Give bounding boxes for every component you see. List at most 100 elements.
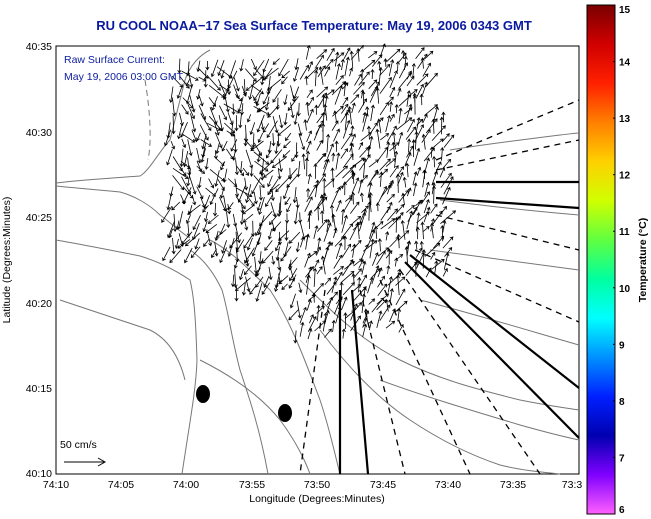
current-vector-arrow [192,222,200,241]
current-vector-arrow [398,52,407,63]
current-vector-arrow [296,300,302,319]
x-axis: 74:10 74:05 74:00 73:55 73:50 73:45 73:4… [43,479,583,491]
current-vector-arrow [255,276,264,288]
current-vector-arrow [313,282,324,295]
current-vector-arrow [316,86,329,98]
current-vector-arrow [232,150,237,161]
current-vector-arrow [280,246,292,262]
current-vector-arrow [415,226,420,240]
current-vector-arrow [265,194,273,208]
current-vector-arrow [324,66,331,77]
current-vector-arrow [270,187,275,202]
current-vector-arrow [198,76,207,82]
current-vector-arrow [350,303,358,321]
current-vector-arrow [316,304,321,322]
y-tick-label: 40:20 [26,298,52,310]
current-vector-arrow [349,67,354,77]
current-vector-arrow [274,238,282,252]
current-vector-arrow [293,205,299,225]
current-vector-arrow [210,59,219,78]
current-vector-arrow [204,157,209,170]
current-vector-arrow [320,210,325,224]
current-vector-arrow [181,231,193,245]
current-vector-arrow [340,132,353,150]
x-tick-label: 73:55 [239,479,265,491]
current-vector-arrow [179,112,184,127]
current-vector-arrow [404,152,412,166]
current-vector-arrow [380,133,390,141]
x-tick-label: 74:10 [43,479,69,491]
current-vector-arrow [245,257,250,267]
current-vector-arrow [416,73,429,86]
current-vector-arrow [423,198,430,214]
current-vector-arrow [274,140,279,155]
current-vector-arrow [250,140,264,152]
current-vector-arrow [179,148,184,168]
current-vector-arrow [375,128,381,149]
current-vector-arrow [272,89,282,103]
current-vector-arrow [430,251,436,260]
current-vector-arrow [354,73,362,86]
coastline-nj [55,239,198,475]
current-vector-arrow [431,138,444,150]
x-axis-label: Longitude (Degrees:Minutes) [249,493,384,505]
current-vector-arrow [386,183,392,195]
current-vector-arrow [417,53,428,69]
current-vector-arrow [368,298,376,305]
current-vector-arrow [192,215,201,231]
current-vector-arrow [442,158,452,169]
current-vector-arrow [321,94,326,107]
current-vector-arrow [196,60,201,73]
colorbar-tick-label: 15 [619,5,631,16]
scale-arrow [64,457,107,467]
current-vector-arrow [258,185,263,201]
current-vector-arrow [443,134,455,148]
current-vector-arrow [423,147,435,162]
current-vector-arrow [169,249,182,264]
current-vector-arrow [307,327,313,340]
current-vector-arrow [253,151,270,165]
current-vector-arrow [166,192,172,211]
current-vector-arrow [350,94,360,104]
current-vector-arrow [315,179,320,198]
current-vector-arrow [389,288,394,302]
current-vector-arrow [331,276,338,293]
current-vector-arrow [224,122,236,134]
current-vector-arrow [203,70,208,88]
current-vector-arrow [291,151,299,162]
current-vector-arrow [322,312,328,332]
current-vector-arrow [360,68,365,81]
current-vector-arrow [233,268,238,289]
current-vector-arrow [274,268,282,289]
current-vector-arrow [200,139,213,147]
current-vector-arrow [342,259,354,276]
contour-11 [59,299,186,381]
current-vector-arrow [251,178,261,195]
current-vector-arrow [202,220,208,233]
current-vector-arrow [308,251,318,259]
current-vector-arrow [333,254,343,269]
current-vector-arrow [330,167,335,188]
current-vector-arrow [334,51,340,67]
current-vector-arrow [322,177,327,196]
current-vector-arrow [395,276,406,286]
current-vector-arrow [230,139,238,152]
current-vector-arrow [313,163,318,179]
current-vector-arrow [350,125,355,135]
beam-solid-6 [350,289,370,475]
current-vector-arrow [215,229,227,238]
beam-solid-3 [409,254,580,389]
current-vector-arrow [164,129,172,147]
current-vector-arrow [281,70,290,79]
current-vector-arrow [440,224,445,242]
current-vector-arrow [194,238,200,250]
current-vector-arrow [256,151,261,163]
x-tick-label: 73:35 [500,479,526,491]
current-vector-arrow [322,246,330,265]
current-vector-arrow [424,50,434,59]
current-vector-arrow [407,118,415,133]
current-vector-arrow [221,140,228,152]
current-vector-arrow [309,314,314,324]
current-vector-arrow [317,65,326,78]
contour-8 [419,299,580,346]
